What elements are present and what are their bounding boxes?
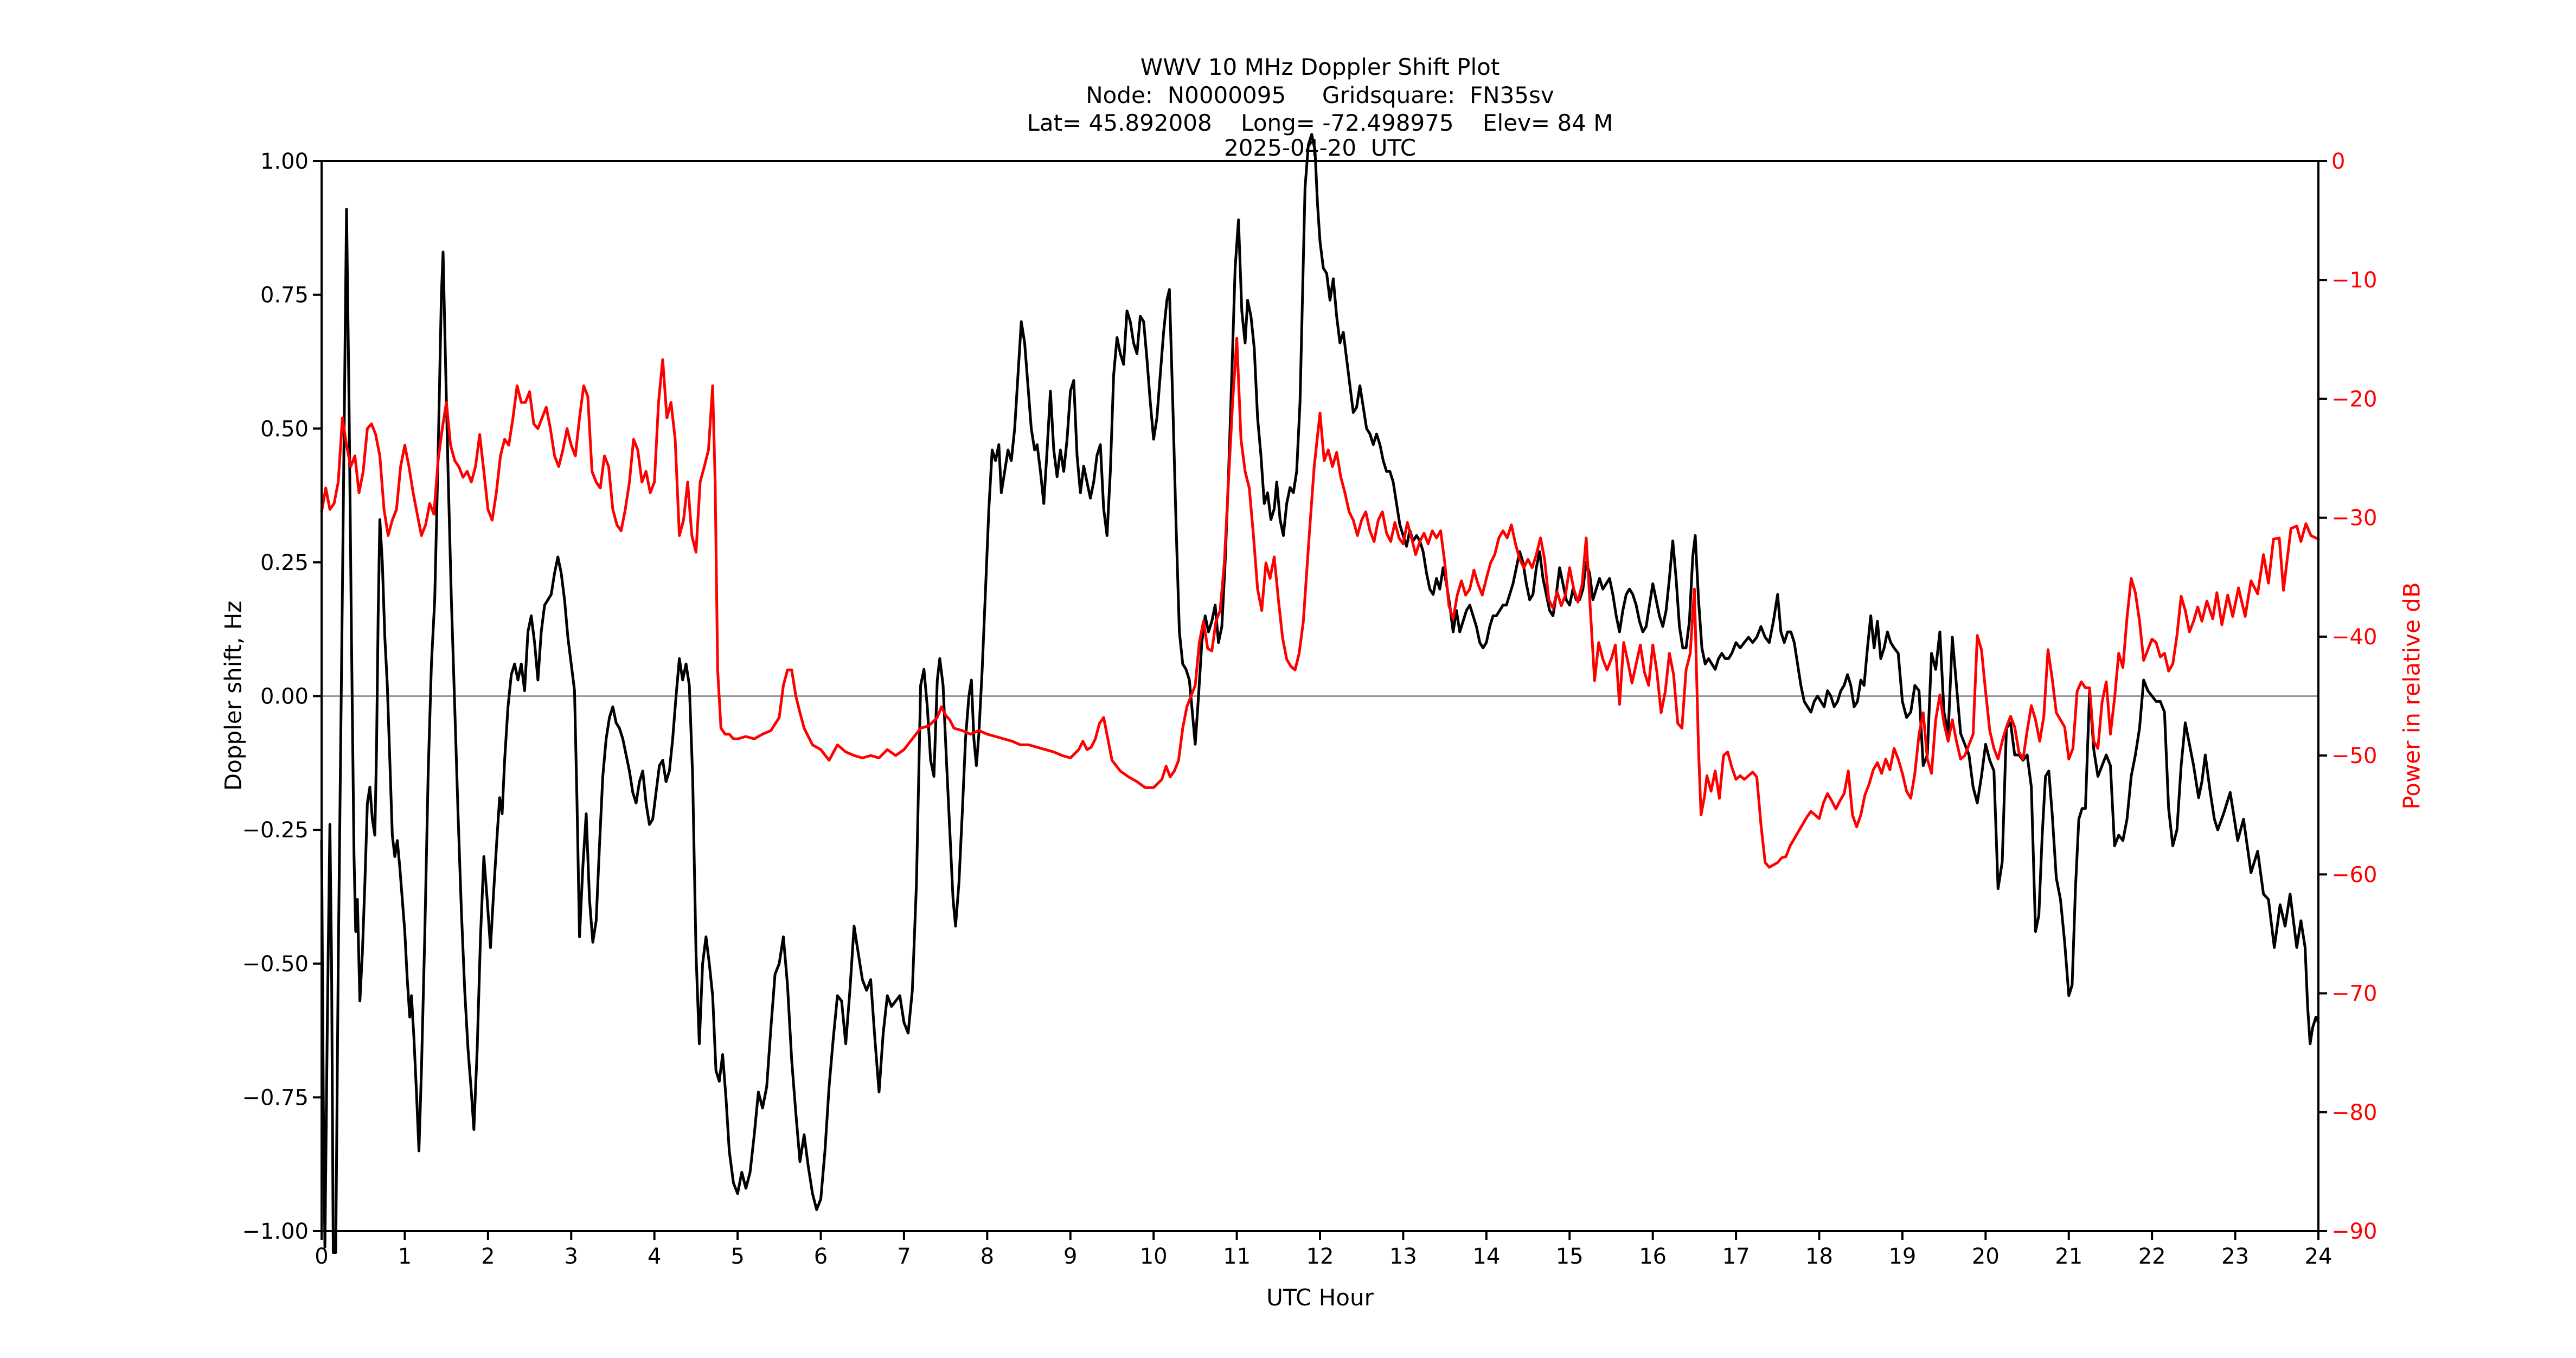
- y-right-tick-label: −80: [2331, 1100, 2377, 1125]
- plot-title-line-2: Node: N0000095 Gridsquare: FN35sv: [1086, 82, 1554, 108]
- doppler-shift-hz-line: [320, 133, 2320, 1254]
- x-tick-label: 3: [565, 1244, 578, 1269]
- x-tick-label: 9: [1063, 1244, 1077, 1269]
- y-left-tick-label: −0.50: [242, 952, 309, 977]
- x-axis-label: UTC Hour: [1266, 1284, 1374, 1311]
- x-tick-label: 22: [2138, 1244, 2166, 1269]
- y-right-tick-label: −90: [2331, 1219, 2377, 1244]
- y-left-tick-label: 0.25: [260, 550, 309, 575]
- x-tick-label: 16: [1639, 1244, 1667, 1269]
- y-right-tick-label: 0: [2331, 149, 2345, 174]
- x-tick-label: 21: [2055, 1244, 2082, 1269]
- y-right-tick-label: −60: [2331, 862, 2377, 887]
- y-right-tick-label: −20: [2331, 387, 2377, 412]
- y-right-tick-label: −30: [2331, 506, 2377, 531]
- y-right-tick-label: −10: [2331, 268, 2377, 293]
- x-tick-label: 2: [481, 1244, 495, 1269]
- plot-title-line-3: Lat= 45.892008 Long= -72.498975 Elev= 84…: [1027, 110, 1613, 136]
- y-right-tick-label: −70: [2331, 982, 2377, 1007]
- y-right-axis-label: Power in relative dB: [2398, 582, 2425, 810]
- x-tick-label: 8: [981, 1244, 994, 1269]
- y-left-tick-label: −0.75: [242, 1085, 309, 1110]
- x-tick-label: 14: [1472, 1244, 1500, 1269]
- x-tick-label: 13: [1389, 1244, 1417, 1269]
- x-tick-label: 23: [2221, 1244, 2249, 1269]
- x-tick-label: 20: [1972, 1244, 2000, 1269]
- x-tick-label: 11: [1223, 1244, 1251, 1269]
- plot-title-line-4: 2025-04-20 UTC: [1223, 134, 1417, 161]
- x-tick-label: 5: [730, 1244, 744, 1269]
- plot-title-line-1: WWV 10 MHz Doppler Shift Plot: [1140, 54, 1500, 80]
- x-tick-label: 4: [648, 1244, 661, 1269]
- y-left-tick-label: 0.75: [260, 283, 309, 308]
- x-tick-label: 1: [398, 1244, 412, 1269]
- x-tick-label: 10: [1140, 1244, 1168, 1269]
- power-relative-db-line: [320, 337, 2320, 869]
- y-left-tick-label: −0.25: [242, 818, 309, 843]
- y-left-tick-label: 1.00: [260, 149, 309, 174]
- x-tick-label: 18: [1805, 1244, 1833, 1269]
- y-left-axis-label: Doppler shift, Hz: [220, 600, 247, 791]
- x-tick-label: 15: [1556, 1244, 1584, 1269]
- y-left-tick-label: 0.50: [260, 417, 309, 441]
- x-tick-label: 17: [1722, 1244, 1750, 1269]
- x-tick-label: 24: [2305, 1244, 2333, 1269]
- x-tick-label: 6: [814, 1244, 828, 1269]
- y-right-tick-label: −40: [2331, 625, 2377, 650]
- x-tick-label: 19: [1888, 1244, 1916, 1269]
- x-tick-label: 0: [315, 1244, 328, 1269]
- x-tick-label: 7: [897, 1244, 911, 1269]
- x-tick-label: 12: [1306, 1244, 1334, 1269]
- y-right-tick-label: −50: [2331, 744, 2377, 768]
- y-left-tick-label: −1.00: [242, 1219, 309, 1244]
- y-left-tick-label: 0.00: [260, 684, 309, 709]
